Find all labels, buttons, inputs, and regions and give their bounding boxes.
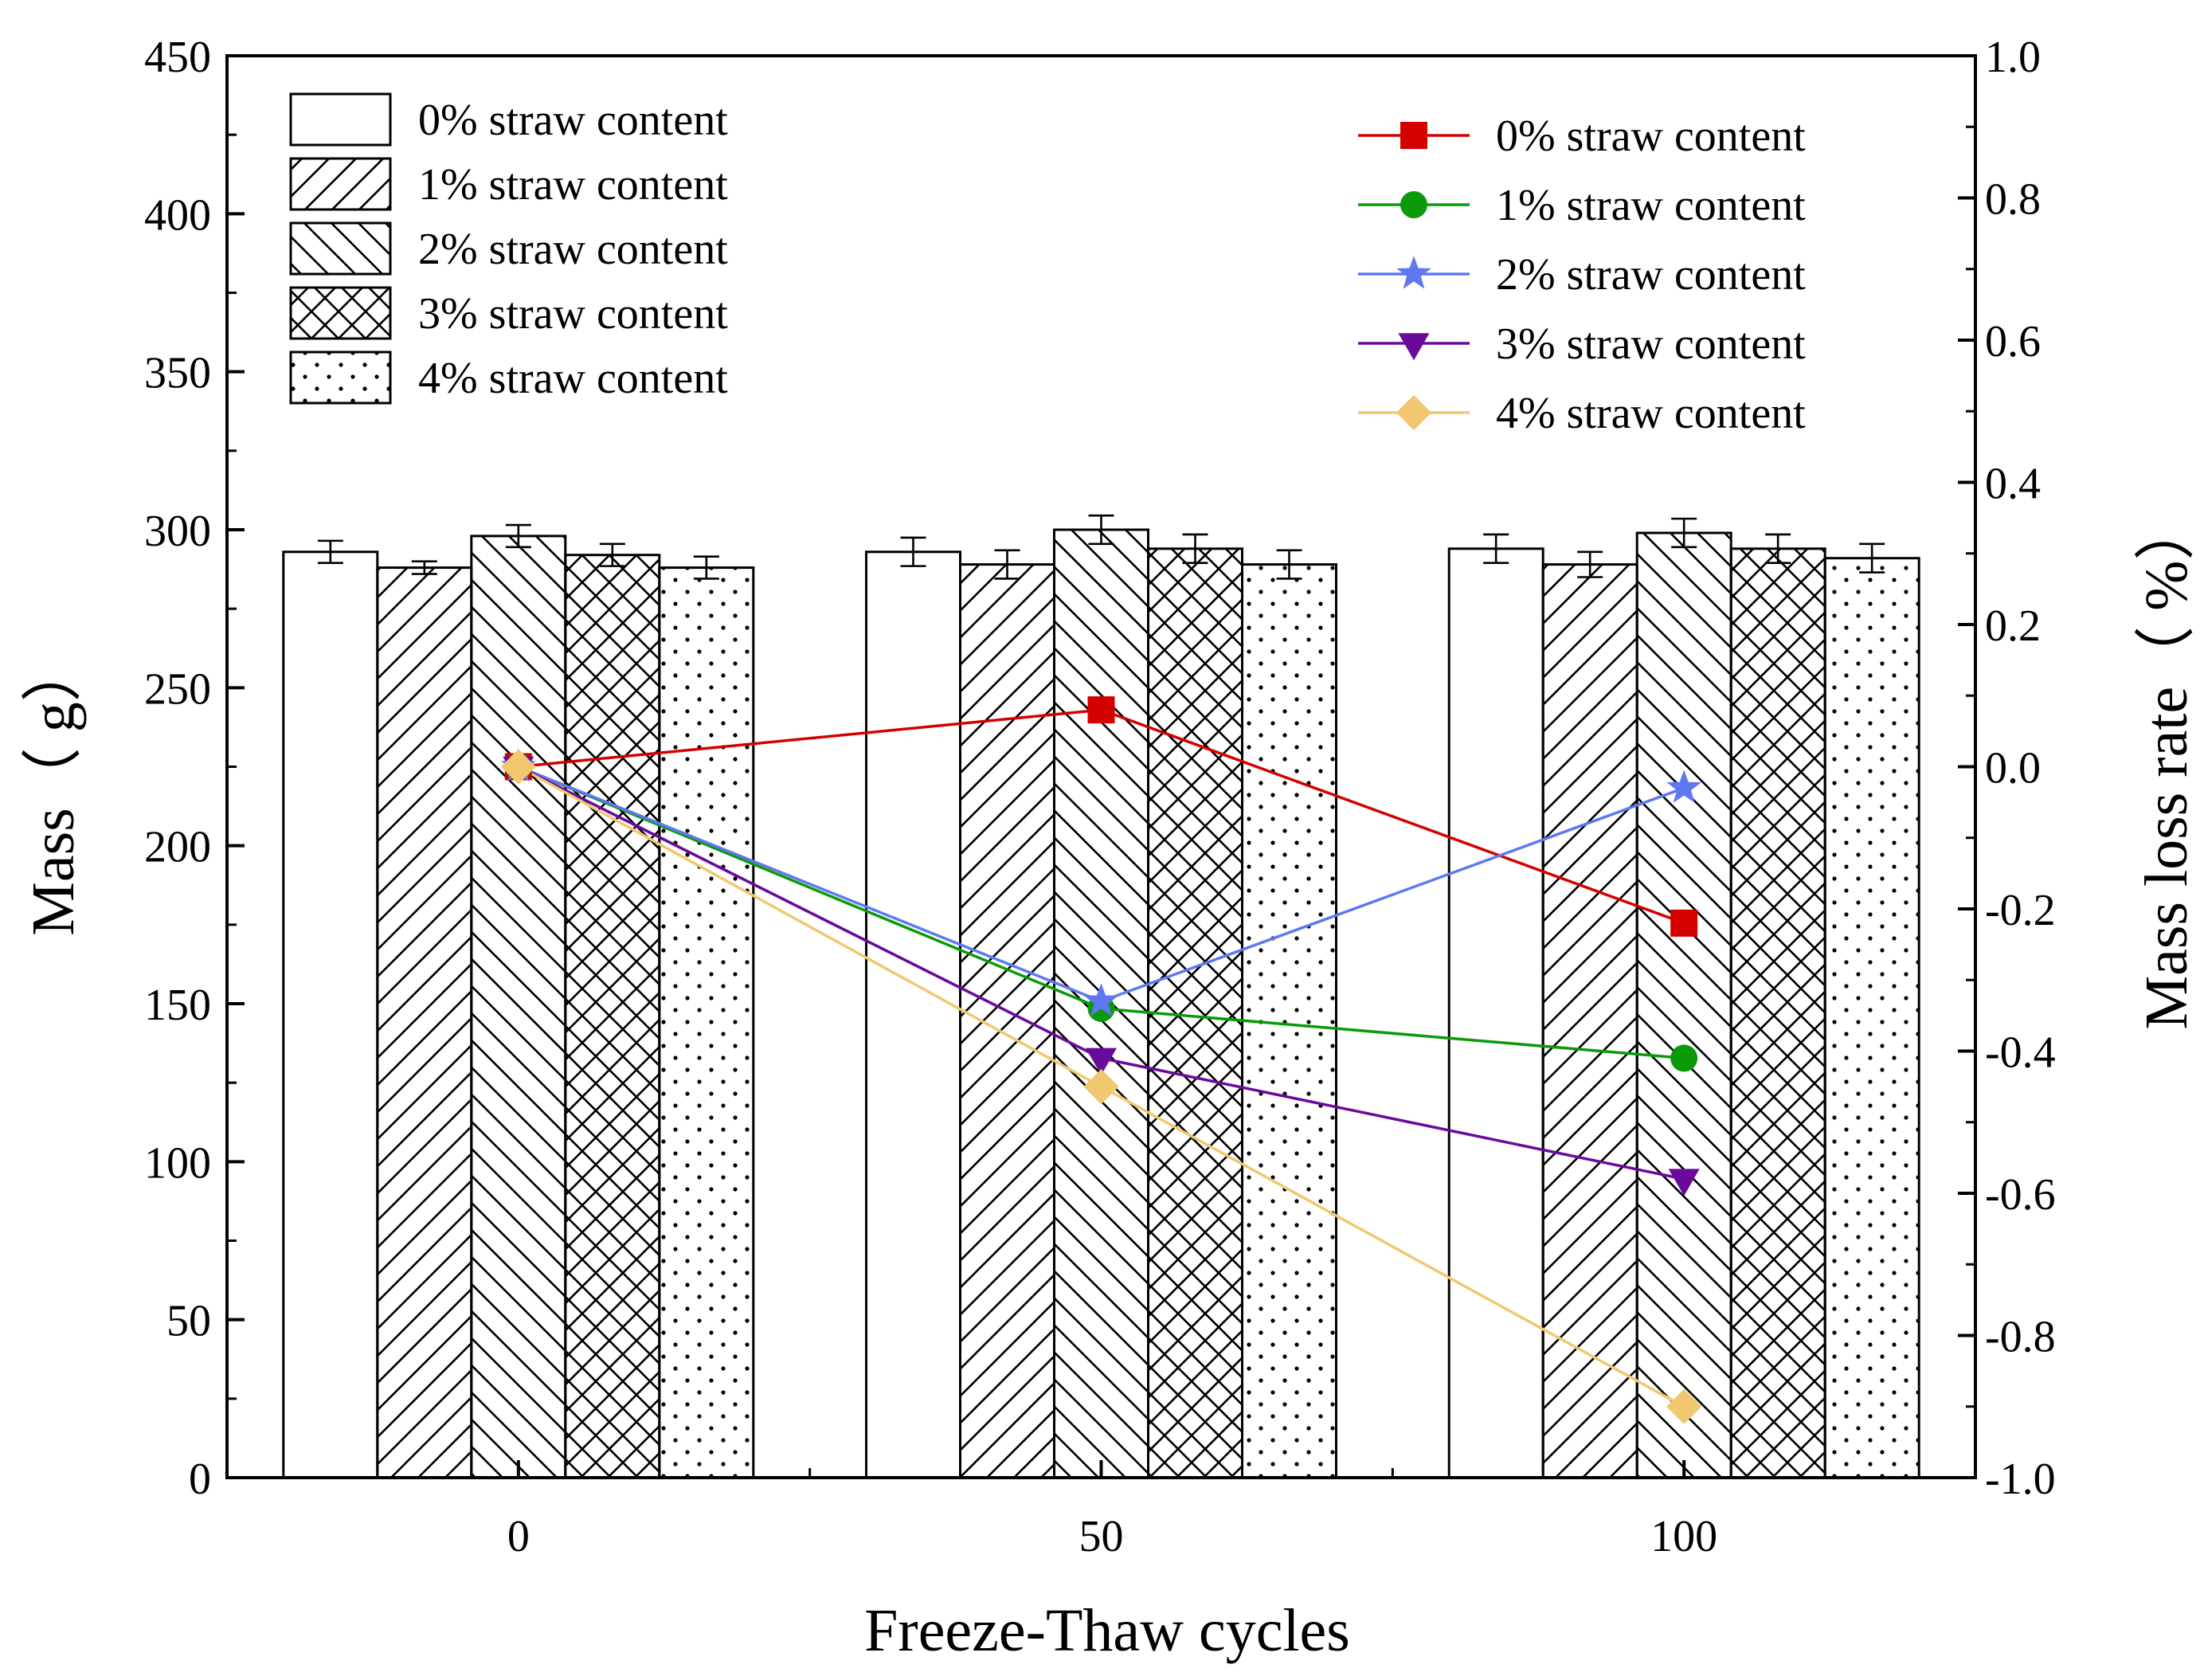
error-bar-0-2 — [1483, 533, 1509, 564]
error-bar-4-0 — [693, 555, 719, 580]
line-point-0-2 — [1670, 909, 1698, 937]
line-point-4-2 — [1666, 1388, 1702, 1424]
x-tick-label-1: 50 — [1079, 1512, 1124, 1561]
error-bar-2-0 — [505, 523, 531, 549]
y-tick-label-2: 100 — [144, 1138, 211, 1188]
bar-legend-label-1: 1% straw content — [418, 160, 728, 210]
line-legend-label-1: 1% straw content — [1496, 181, 1806, 230]
y2-tick-label-0: -1.0 — [1985, 1455, 2056, 1504]
error-bar-3-2 — [1765, 533, 1791, 564]
y-tick-label-7: 350 — [144, 349, 211, 398]
x-tick-label-0: 0 — [507, 1512, 530, 1561]
bar-1-1 — [959, 563, 1055, 1479]
line-legend-marker-2 — [1396, 256, 1431, 289]
line-legend-marker-1 — [1400, 191, 1427, 218]
error-bar-1-2 — [1577, 550, 1603, 578]
y2-tick-label-10: 1.0 — [1985, 33, 2041, 82]
bar-1-0 — [376, 566, 473, 1479]
line-legend-label-0: 0% straw content — [1496, 112, 1806, 161]
line-point-2-2 — [1666, 770, 1701, 803]
y2-tick-label-4: -0.2 — [1985, 886, 2056, 935]
error-bar-2-1 — [1088, 514, 1114, 546]
y-tick-label-1: 50 — [166, 1297, 211, 1346]
line-point-1-2 — [1670, 1044, 1698, 1072]
y-tick-label-8: 400 — [144, 190, 211, 240]
bar-series-group — [282, 514, 1920, 1479]
bar-4-2 — [1823, 557, 1920, 1479]
bar-2-0 — [470, 535, 567, 1479]
error-bar-0-1 — [900, 536, 926, 567]
bar-0-1 — [865, 550, 961, 1479]
bar-legend-label-4: 4% straw content — [418, 354, 728, 403]
bar-legend-label-2: 2% straw content — [418, 225, 728, 274]
y2-tick-label-7: 0.4 — [1985, 460, 2041, 509]
line-legend-label-2: 2% straw content — [1496, 250, 1806, 300]
bar-1-2 — [1541, 563, 1638, 1479]
y2-axis-title: Mass loss rate（ %） — [2133, 500, 2200, 1030]
bar-3-2 — [1729, 547, 1826, 1479]
error-bar-1-0 — [411, 560, 437, 575]
line-point-2-1 — [1083, 983, 1119, 1016]
line-legend-marker-3 — [1398, 333, 1430, 361]
bar-legend-swatch-4 — [289, 350, 392, 405]
bar-0-2 — [1447, 547, 1544, 1479]
bar-0-0 — [282, 550, 379, 1479]
bar-legend-swatch-2 — [289, 221, 392, 276]
y2-tick-label-2: -0.6 — [1985, 1170, 2056, 1220]
line-point-4-1 — [1083, 1069, 1119, 1105]
error-bar-2-2 — [1671, 517, 1697, 549]
y-tick-label-3: 150 — [144, 981, 211, 1030]
line-legend-marker-0 — [1400, 122, 1427, 149]
bar-legend-swatch-1 — [289, 157, 392, 211]
bar-legend-swatch-0 — [289, 92, 392, 147]
line-series-group — [500, 696, 1702, 1424]
line-legend-label-3: 3% straw content — [1496, 319, 1806, 369]
line-legend-marker-4 — [1396, 394, 1432, 431]
bar-2-2 — [1635, 531, 1732, 1479]
error-bar-4-2 — [1859, 542, 1885, 574]
error-bar-1-1 — [994, 549, 1020, 580]
error-bar-0-0 — [317, 539, 343, 564]
bar-4-0 — [658, 566, 755, 1479]
line-point-0-1 — [1087, 696, 1115, 724]
legends-group: 0% straw content 1% straw content 2% straw… — [289, 92, 1806, 438]
y2-tick-label-1: -0.8 — [1985, 1313, 2056, 1362]
y2-tick-label-9: 0.8 — [1985, 175, 2041, 225]
line-point-3-2 — [1668, 1169, 1700, 1196]
y-tick-label-4: 200 — [144, 823, 211, 872]
bar-3-0 — [564, 554, 661, 1479]
y2-tick-label-5: 0.0 — [1985, 744, 2041, 793]
error-bar-3-1 — [1182, 533, 1208, 564]
error-bar-4-1 — [1276, 549, 1302, 580]
y-axis-title: Mass（ g） — [20, 641, 87, 935]
y-tick-label-5: 250 — [144, 664, 211, 714]
y2-tick-label-3: -0.4 — [1985, 1028, 2056, 1078]
error-bar-3-0 — [599, 542, 625, 567]
bar-legend-label-0: 0% straw content — [418, 96, 728, 145]
y-tick-label-0: 0 — [189, 1455, 211, 1504]
y-tick-label-6: 300 — [144, 507, 211, 556]
line-point-4-0 — [500, 749, 536, 785]
line-legend-label-4: 4% straw content — [1496, 389, 1806, 438]
bar-legend-swatch-3 — [289, 286, 392, 340]
y2-tick-label-8: 0.6 — [1985, 317, 2041, 366]
x-axis-title: Freeze-Thaw cycles — [864, 1597, 1350, 1664]
bar-legend-label-3: 3% straw content — [418, 289, 728, 339]
y-tick-label-9: 450 — [144, 33, 211, 82]
x-tick-label-2: 100 — [1650, 1512, 1717, 1561]
line-point-3-1 — [1085, 1048, 1118, 1075]
y2-tick-label-6: 0.2 — [1985, 601, 2041, 651]
axes-group: 0 50 100 150 200 250 300 350 400 450 -1.0 -0.8 -0.6 -… — [144, 33, 2056, 1561]
